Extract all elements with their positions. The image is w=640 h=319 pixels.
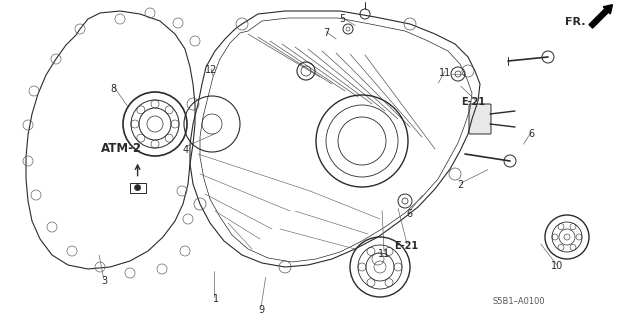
Text: 5: 5	[339, 14, 346, 24]
Text: 6: 6	[528, 129, 534, 139]
FancyBboxPatch shape	[469, 104, 491, 134]
Text: ATM-2: ATM-2	[101, 142, 142, 155]
Text: E-21: E-21	[461, 97, 486, 107]
Bar	[129, 183, 146, 193]
Text: 11: 11	[438, 68, 451, 78]
Text: FR.: FR.	[564, 17, 585, 27]
Text: S5B1–A0100: S5B1–A0100	[492, 297, 545, 306]
FancyArrow shape	[589, 5, 612, 28]
Text: 3: 3	[101, 276, 108, 286]
Text: 2: 2	[458, 180, 464, 190]
Text: E-21: E-21	[394, 241, 419, 251]
Text: 9: 9	[258, 305, 264, 315]
Text: 4: 4	[182, 145, 189, 155]
Text: 8: 8	[111, 84, 117, 94]
Text: 6: 6	[406, 209, 413, 219]
Text: 10: 10	[550, 261, 563, 271]
Text: 1: 1	[213, 294, 220, 304]
Text: 12: 12	[205, 65, 218, 75]
Text: 11: 11	[378, 249, 390, 259]
Text: 7: 7	[323, 28, 330, 39]
Circle shape	[134, 185, 141, 191]
